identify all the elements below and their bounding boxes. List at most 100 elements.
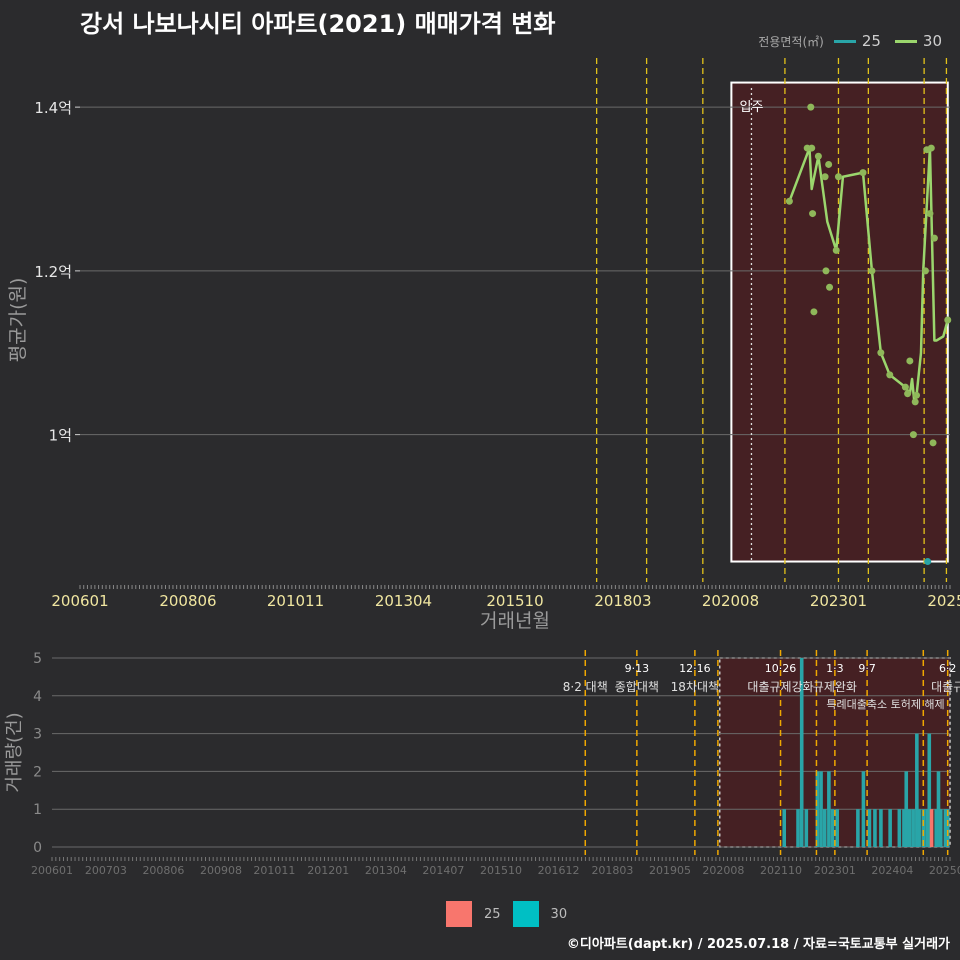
volume-chart: 0 1 2 3 4 5 8·2 대책 9·13 종합대책 12·16 18차대책 10·26 대출규제강… bbox=[4, 650, 960, 877]
volume-bar-30 bbox=[856, 809, 860, 847]
volume-bar-30 bbox=[938, 809, 943, 847]
price-point-30 bbox=[868, 267, 876, 275]
volume-bar-30 bbox=[936, 771, 941, 847]
policy-date-label: 9·13 bbox=[625, 662, 650, 675]
y-tick-label-bottom: 1 bbox=[33, 802, 42, 818]
price-point-30 bbox=[825, 160, 833, 168]
volume-bar-30 bbox=[827, 771, 831, 847]
policy-date-label: 1·3 bbox=[826, 662, 844, 675]
policy-name-label: 18차대책 bbox=[671, 679, 719, 694]
volume-bar-30 bbox=[915, 733, 919, 847]
volume-bar-30 bbox=[902, 809, 906, 847]
price-point-30 bbox=[944, 316, 952, 324]
price-point-30 bbox=[926, 210, 934, 218]
legend-swatch-25 bbox=[833, 39, 856, 43]
price-point-30 bbox=[810, 308, 818, 316]
legend-swatch-25-fill bbox=[446, 901, 472, 927]
x-tick-label-bottom: 201905 bbox=[649, 864, 691, 877]
volume-bar-30 bbox=[861, 771, 866, 847]
price-point-30 bbox=[822, 267, 830, 275]
volume-bar-30 bbox=[917, 809, 921, 847]
x-tick-label-bottom: 202110 bbox=[760, 864, 802, 877]
legend-label-30-bottom: 30 bbox=[550, 906, 568, 922]
x-tick-label: 202301 bbox=[810, 592, 867, 610]
x-tick-label: 201510 bbox=[486, 592, 543, 610]
x-tick-label-bottom: 201201 bbox=[307, 864, 349, 877]
y-tick-label-bottom: 5 bbox=[33, 651, 42, 667]
x-tick-label: 2025 bbox=[927, 592, 960, 610]
volume-bar-30 bbox=[822, 809, 827, 847]
legend-swatch-30-fill bbox=[512, 901, 539, 927]
price-point-30 bbox=[909, 431, 917, 439]
volume-bar-30 bbox=[911, 809, 915, 847]
volume-bar-30 bbox=[945, 809, 950, 847]
volume-bar-30 bbox=[815, 771, 820, 847]
x-axis-label: 거래년월 bbox=[480, 610, 550, 632]
legend-title: 전용면적(㎡) bbox=[758, 34, 824, 49]
price-point-30 bbox=[814, 152, 822, 160]
x-tick-label: 202008 bbox=[702, 592, 759, 610]
x-tick-label-bottom: 201612 bbox=[538, 864, 580, 877]
volume-bar-30 bbox=[867, 809, 872, 847]
volume-bar-30 bbox=[934, 809, 938, 847]
x-tick-label: 201803 bbox=[594, 592, 651, 610]
x-tick-label-bottom: 201011 bbox=[253, 864, 295, 877]
y-axis-label: 평균가(원) bbox=[7, 278, 29, 363]
x-tick-label-bottom: 200908 bbox=[200, 864, 242, 877]
price-point-30 bbox=[901, 383, 909, 391]
policy-name-label: 대출규제강화 bbox=[747, 680, 813, 694]
x-tick-label-bottom: 201407 bbox=[422, 864, 464, 877]
legend-label-30: 30 bbox=[922, 32, 942, 50]
volume-bar-30 bbox=[796, 809, 800, 847]
y-tick-label-bottom: 0 bbox=[33, 840, 42, 856]
footer-credit: ©디아파트(dapt.kr) / 2025.07.18 / 자료=국토교통부 실… bbox=[566, 937, 950, 952]
chart-title: 강서 나보나시티 아파트(2021) 매매가격 변화 bbox=[80, 10, 556, 38]
price-point-30 bbox=[807, 103, 815, 111]
policy-extra-label: 특례대출축소 토허제 해제 bbox=[826, 697, 944, 711]
bottom-legend: 25 30 bbox=[446, 901, 567, 927]
policy-name-label: 종합대책 bbox=[615, 679, 659, 694]
x-tick-label-bottom: 202404 bbox=[871, 864, 913, 877]
policy-date-label: 6·2 bbox=[939, 662, 957, 675]
volume-bar-30 bbox=[819, 771, 823, 847]
x-tick-label-bottom: 200703 bbox=[85, 864, 127, 877]
legend-label-25: 25 bbox=[861, 32, 881, 50]
price-point-30 bbox=[929, 439, 937, 447]
x-tick-label-bottom: 202008 bbox=[702, 864, 744, 877]
move-in-label: 입주 bbox=[740, 100, 764, 115]
price-point-30 bbox=[809, 210, 817, 218]
volume-bar-30 bbox=[888, 809, 892, 847]
price-point-25 bbox=[924, 558, 932, 566]
y-tick-label: 1.2억 bbox=[34, 263, 72, 281]
price-point-30 bbox=[832, 246, 840, 254]
volume-bar-30 bbox=[804, 809, 809, 847]
volume-bar-30 bbox=[799, 658, 804, 847]
policy-date-label: 9·7 bbox=[858, 662, 876, 675]
x-tick-label-bottom: 200601 bbox=[31, 864, 73, 877]
volume-bar-30 bbox=[921, 809, 926, 847]
x-tick-label-bottom: 201803 bbox=[591, 864, 633, 877]
volume-bar-25 bbox=[929, 809, 934, 847]
legend-swatch-30 bbox=[894, 39, 917, 43]
policy-name-label: 대출규 bbox=[931, 680, 960, 694]
volume-bar-30 bbox=[830, 809, 835, 847]
x-tick-label: 200601 bbox=[51, 592, 108, 610]
policy-date-label: 10·26 bbox=[765, 662, 797, 675]
price-point-30 bbox=[821, 173, 829, 181]
volume-bar-30 bbox=[873, 809, 877, 847]
y-tick-label: 1.4억 bbox=[34, 99, 72, 117]
volume-bar-30 bbox=[925, 809, 929, 847]
y-tick-label-bottom: 2 bbox=[33, 764, 42, 780]
x-tick-label: 201304 bbox=[375, 592, 432, 610]
price-point-30 bbox=[913, 391, 921, 399]
price-point-30 bbox=[785, 197, 793, 205]
volume-bar-30 bbox=[897, 809, 902, 847]
price-chart: 1억 1.2억 1.4억 입주 200601 200806 201011 201304 2015… bbox=[7, 58, 960, 632]
volume-bar-30 bbox=[927, 733, 932, 847]
volume-bar-30 bbox=[782, 809, 787, 847]
volume-bar-30 bbox=[835, 809, 839, 847]
policy-name-label: 8·2 대책 bbox=[563, 679, 608, 694]
highlight-box bbox=[730, 81, 949, 563]
y-axis-label-bottom: 거래량(건) bbox=[4, 712, 25, 792]
policy-date-label: 12·16 bbox=[679, 662, 711, 675]
